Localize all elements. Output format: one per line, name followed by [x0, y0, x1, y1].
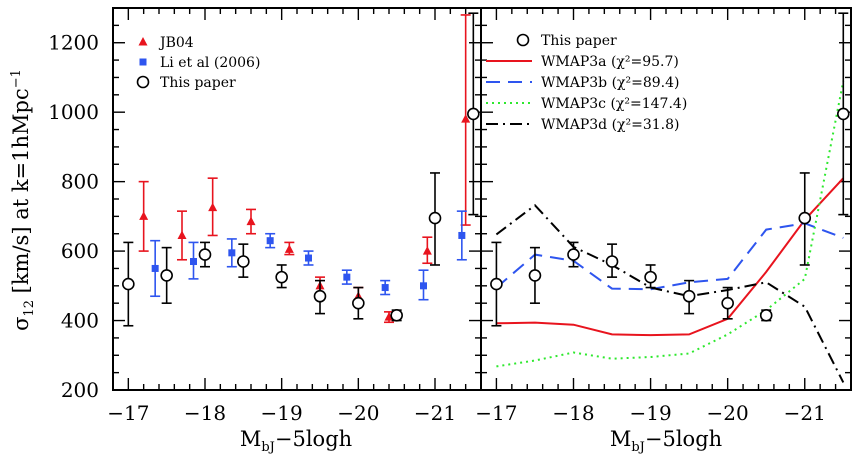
panel-frame: [480, 7, 852, 391]
this-paper-point: [490, 277, 503, 291]
series-1-point: [343, 273, 351, 281]
model-line-1: [495, 222, 844, 291]
series-2-point: [160, 269, 173, 282]
legend-label: This paper: [541, 33, 617, 49]
y-tick-label: 600: [61, 239, 99, 263]
x-tick-label: −20: [707, 401, 749, 425]
x-tick-label: −21: [414, 401, 456, 425]
series-2-point: [237, 255, 250, 268]
series-0-point: [422, 246, 432, 255]
this-paper-point: [759, 309, 773, 322]
y-tick-label: 400: [61, 309, 99, 333]
y-tick-label: 200: [61, 378, 99, 402]
legend-label: Li et al (2006): [160, 55, 260, 71]
legend-label: WMAP3c (χ²=147.4): [541, 96, 687, 112]
series-2-point: [198, 248, 212, 261]
legend-marker: [138, 37, 148, 46]
x-tick-label: −17: [107, 401, 149, 425]
y-tick-label: 1200: [48, 31, 99, 55]
series-2-point: [313, 289, 327, 303]
model-line-2: [496, 80, 845, 368]
y-tick-labels: 200 400 600 800 1000 1200: [48, 31, 99, 402]
series-1-point: [266, 237, 274, 245]
model-line-3: [495, 203, 845, 383]
plot-area: [122, 12, 504, 327]
y-tick-label: 1000: [48, 100, 99, 124]
series-1-point: [151, 264, 159, 272]
legend-label: WMAP3d (χ²=31.8): [541, 117, 680, 133]
this-paper-point: [721, 296, 734, 310]
x-tick-label: −18: [552, 401, 594, 425]
series-0-point: [461, 114, 471, 123]
x-axis-title-right: MbJ−5logh: [610, 427, 722, 455]
series-0-point: [246, 216, 256, 226]
x-tick-label: −20: [337, 401, 379, 425]
series-0-point: [177, 230, 187, 239]
series-1-point: [228, 249, 236, 257]
x-tick-label: −18: [184, 401, 226, 425]
this-paper-point: [644, 270, 657, 284]
this-paper-point: [528, 269, 542, 282]
legend: This paper WMAP3a (χ²=95.7) WMAP3b (χ²=89.…: [486, 33, 687, 133]
legend-label: JB04: [158, 35, 194, 51]
this-paper-point: [836, 107, 850, 121]
series-0-point: [208, 202, 218, 212]
x-tick-label: −21: [784, 401, 826, 425]
series-1-point: [190, 258, 197, 266]
series-2-point: [467, 107, 480, 121]
series-0-point: [284, 244, 294, 253]
model-line-0: [496, 177, 845, 337]
series-1-point: [458, 231, 466, 239]
x-tick-label: −19: [629, 401, 671, 425]
series-2-point: [275, 270, 288, 284]
right-panel: −17 −18 −19 −20 −21 This paper WMAP3a (χ²=95.7…: [475, 7, 852, 425]
this-paper-point: [605, 255, 619, 268]
x-tick-label: −17: [475, 401, 517, 425]
series-1-point: [381, 284, 389, 292]
legend-label: WMAP3a (χ²=95.7): [541, 54, 679, 70]
this-paper-point: [798, 211, 812, 225]
x-axis-title-left: MbJ−5logh: [240, 427, 352, 455]
y-tick-label: 800: [61, 170, 99, 194]
y-axis-title: σ12 [km/s] at k=1hMpc−1: [9, 69, 37, 331]
this-paper-point: [567, 248, 580, 261]
legend-marker: [139, 58, 147, 66]
series-2-point: [428, 211, 442, 225]
this-paper-point: [682, 289, 696, 303]
legend-marker: [136, 75, 150, 89]
series-1-point: [420, 282, 427, 290]
legend-label: WMAP3b (χ²=89.4): [541, 75, 680, 91]
legend-marker: [516, 33, 530, 47]
legend: JB04 Li et al (2006) This paper: [136, 35, 260, 91]
x-tick-label: −19: [261, 401, 303, 425]
series-1-point: [305, 254, 312, 262]
series-2-point: [122, 277, 135, 291]
series-2-point: [390, 309, 403, 322]
legend-label: This paper: [160, 75, 236, 91]
series-0-point: [139, 211, 149, 220]
series-2-point: [352, 296, 365, 310]
series-1-point: [497, 211, 504, 218]
plot-area: [490, 12, 850, 383]
left-panel: −17 −18 −19 −20 −21 JB04 Li et al (2006) This p…: [107, 7, 504, 425]
